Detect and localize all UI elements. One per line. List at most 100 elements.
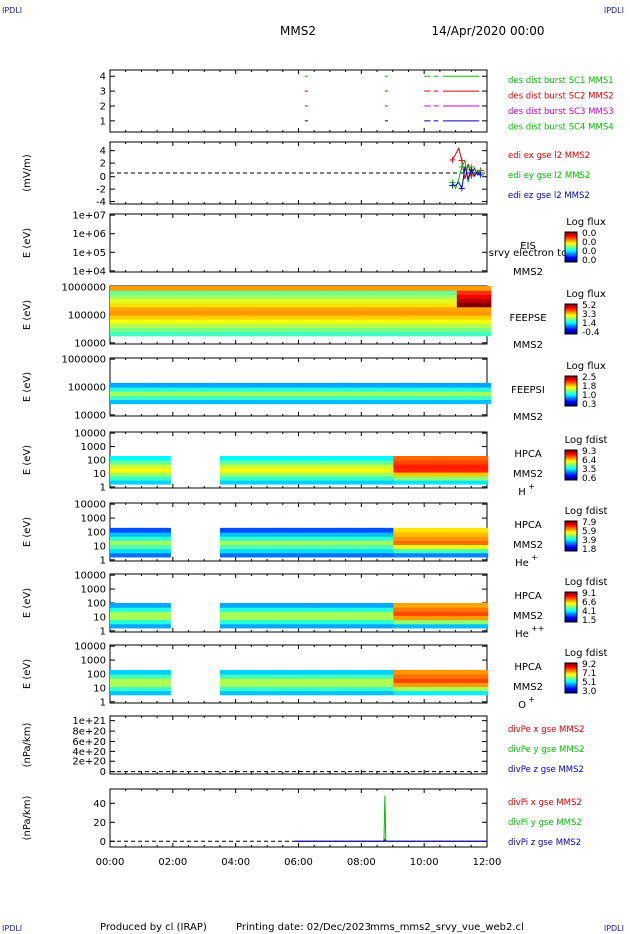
spectrogram-cell <box>344 544 349 550</box>
spectrogram-cell <box>125 669 130 675</box>
spectrogram-cell <box>238 286 243 291</box>
spectrogram-cell <box>265 678 270 683</box>
spectrogram-cell <box>294 306 300 312</box>
spectrogram-cell <box>299 619 304 625</box>
spectrogram-cell <box>155 623 160 629</box>
spectrogram-cell <box>117 298 122 304</box>
spectrogram-cell <box>219 327 224 333</box>
spectrogram-cell <box>151 619 156 625</box>
colorbar-cell <box>565 547 577 549</box>
spectrogram-cell <box>117 302 122 308</box>
spectrogram-cell <box>389 464 394 469</box>
spectrogram-cell <box>275 391 281 396</box>
spectrogram-cell <box>313 399 318 405</box>
spectrogram-cell <box>166 623 171 629</box>
spectrogram-cell <box>132 476 137 481</box>
spectrogram-cell <box>151 615 156 621</box>
spectrogram-cell <box>219 460 225 465</box>
spectrogram-cell <box>177 399 183 405</box>
spectrogram-cell <box>283 387 288 392</box>
spectrogram-cell <box>431 544 436 550</box>
spectrogram-cell <box>223 532 229 537</box>
spectrogram-cell <box>317 472 323 477</box>
spectrogram-cell <box>427 476 432 481</box>
spectrogram-cell <box>223 382 228 388</box>
spectrogram-cell <box>344 603 349 608</box>
spectrogram-cell <box>328 387 334 392</box>
spectrogram-cell <box>362 286 367 291</box>
spectrogram-cell <box>275 315 281 320</box>
colorbar-tick-label: 1.8 <box>582 382 597 392</box>
spectrogram-cell <box>200 395 205 401</box>
spectrogram-cell <box>162 476 168 481</box>
spectrogram-cell <box>480 527 485 533</box>
spectrogram-cell <box>280 464 285 469</box>
spectrogram-cell <box>313 302 318 308</box>
spectrogram-cell <box>388 387 394 392</box>
spectrogram-cell <box>242 472 247 477</box>
spectrogram-cell <box>351 615 357 621</box>
spectrogram-cell <box>140 472 145 477</box>
spectrogram-cell <box>298 294 303 300</box>
spectrogram-cell <box>140 290 145 295</box>
spectrogram-cell <box>374 690 379 696</box>
spectrogram-cell <box>431 527 436 533</box>
spectrogram-cell <box>283 395 288 401</box>
spectrogram-cell <box>121 395 126 401</box>
spectrogram-cell <box>321 476 327 481</box>
spectrogram-cell <box>314 678 319 683</box>
spectrogram-cell <box>261 527 266 533</box>
spectrogram-cell <box>382 669 387 675</box>
spectrogram-cell <box>174 294 179 300</box>
y-tick-label: 6e+20 <box>72 737 106 748</box>
spectrogram-cell <box>434 395 439 401</box>
spectrogram-cell <box>268 552 274 558</box>
spectrogram-cell <box>280 456 285 461</box>
spectrogram-cell <box>125 674 130 679</box>
spectrogram-cell <box>162 540 168 546</box>
spectrogram-cell <box>241 327 247 333</box>
spectrogram-cell <box>400 395 405 401</box>
spectrogram-cell <box>468 603 474 608</box>
spectrogram-cell <box>279 327 285 333</box>
spectrogram-cell <box>226 290 232 295</box>
spectrogram-cell <box>147 391 153 396</box>
spectrogram-cell <box>306 456 312 461</box>
spectrogram-cell <box>442 619 447 625</box>
spectrogram-cell <box>110 619 115 625</box>
spectrogram-cell <box>422 319 428 324</box>
colorbar-cell <box>565 250 577 252</box>
spectrogram-cell <box>306 323 311 329</box>
spectrogram-cell <box>170 286 175 291</box>
spectrogram-cell <box>355 302 360 308</box>
spectrogram-cell <box>415 290 420 295</box>
spectrogram-cell <box>453 327 458 333</box>
spectrogram-cell <box>223 319 228 324</box>
spectrogram-cell <box>321 607 327 612</box>
spectrogram-cell <box>260 391 266 396</box>
spectrogram-cell <box>291 619 296 625</box>
spectrogram-cell <box>162 603 168 608</box>
spectrogram-cell <box>351 548 357 554</box>
spectrogram-cell <box>449 382 454 388</box>
spectrogram-cell <box>162 302 168 308</box>
spectrogram-cell <box>132 387 137 392</box>
colorbar-cell <box>565 665 577 667</box>
spectrogram-cell <box>412 611 417 617</box>
colorbar-tick-label: 1.5 <box>582 616 596 626</box>
spectrogram-cell <box>280 669 285 675</box>
spectrogram-cell <box>468 456 474 461</box>
spectrogram-cell <box>329 536 334 541</box>
spectrogram-cell <box>422 286 428 291</box>
spectrogram-cell <box>147 468 153 473</box>
spectrogram-cell <box>306 682 312 688</box>
spectrogram-cell <box>446 536 451 541</box>
spectrogram-cell <box>427 669 432 675</box>
spectrogram-cell <box>434 678 440 683</box>
spectrogram-cell <box>427 472 432 477</box>
spectrogram-cell <box>275 399 281 405</box>
spectrogram-cell <box>441 286 447 291</box>
y-tick-label: 3 <box>100 87 106 98</box>
colorbar-cell <box>565 471 577 473</box>
spectrogram-cell <box>321 611 327 617</box>
